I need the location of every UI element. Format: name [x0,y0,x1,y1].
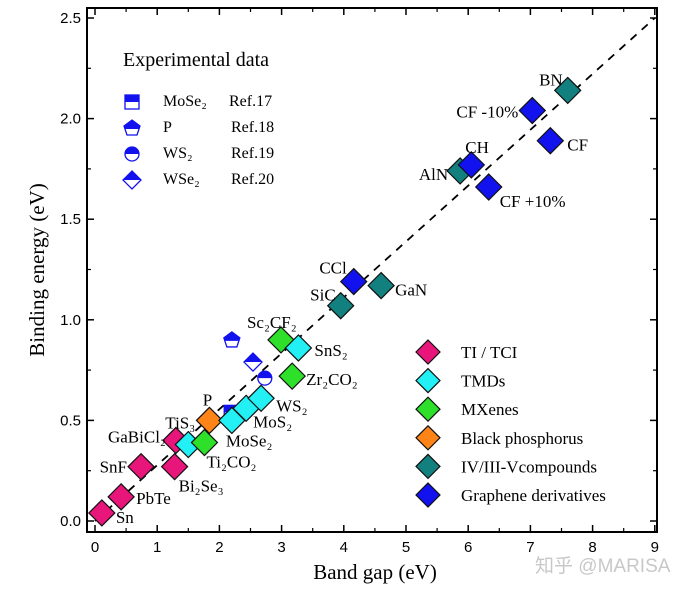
marker-fill [243,353,262,363]
point-label: GaBiCl₂ [108,428,166,447]
y-tick-label: 2.0 [60,111,81,128]
data-point-cf10 [474,173,503,201]
point-label: Sc₂CF₂ [247,313,297,332]
legend-label: TMDs [461,372,505,391]
x-tick-label: 1 [153,539,161,556]
point-label: Sn [116,508,134,527]
point-label: SnS₂ [314,341,347,360]
x-tick-label: 9 [651,539,659,556]
half-filled-diamond-marker [243,352,263,372]
half-filled-pentagon-marker [123,119,141,136]
data-point-ws [247,384,275,413]
point-label: CH [465,138,489,157]
y-tick-label: 0.0 [60,513,81,530]
exp-legend-material: MoSe₂ [163,93,207,110]
experimental-title: Experimental data [123,49,269,71]
legend-marker [415,396,441,423]
point-label: CCl [319,259,347,278]
exp-legend-ref: Ref.20 [231,171,274,188]
exp-legend-ref: Ref.19 [231,145,274,162]
exp-legend-ref: Ref.17 [229,93,272,110]
x-axis-label: Band gap (eV) [313,560,437,584]
data-point-gan [367,271,395,300]
data-point-sic [326,291,355,320]
x-tick-label: 6 [464,539,472,556]
data-point-ch [457,151,486,179]
legend-label: Graphene derivatives [461,486,606,505]
point-label: SnF [100,458,127,477]
legend-marker [415,339,441,365]
point-label: GaN [395,281,427,300]
data-point-ccl [339,267,368,296]
legend-label: TI / TCI [461,343,518,362]
point-label: TiS₃ [165,414,195,433]
data-point-bn [553,76,582,105]
x-tick-label: 3 [277,539,285,556]
legend-marker [415,424,441,451]
point-label: BN [539,70,563,89]
marker-fill [125,147,139,154]
point-label: Bi₂Se₃ [179,477,224,496]
x-tick-label: 5 [402,539,410,556]
watermark: 知乎 @MARISA [535,555,671,577]
exp-legend-ref: Ref.18 [231,119,274,136]
data-point-snf [127,452,155,481]
data-point-tico [190,428,219,457]
marker-fill [124,120,140,129]
point-label: MoS₂ [253,412,292,431]
half-filled-circle-marker [124,146,140,162]
experimental-legend: MoSe₂ Ref.17 P Ref.18 WS₂ Ref.19 WSe₂ Ref.20 [122,93,274,190]
legend-label: IV/III-Vcompounds [461,457,597,476]
marker-fill [123,171,141,180]
point-label: P [203,390,212,409]
point-label: Ti₂CO₂ [206,453,256,472]
data-point-bise [160,452,189,481]
point-label: AlN [419,165,448,184]
marker-fill [257,371,272,379]
x-tick-label: 4 [340,539,348,556]
marker-fill [223,331,240,341]
data-point-p [195,406,224,435]
legend-label: MXenes [461,400,519,419]
data-point-sn [87,499,116,527]
data-point-sns [284,334,313,362]
point-label: Zr₂CO₂ [306,370,358,389]
point-label: PbTe [136,489,171,508]
exp-legend-material: P [163,119,172,136]
exp-legend-material: WS₂ [163,145,193,162]
data-point-pbte [107,483,135,511]
exp-legend-material: WSe₂ [163,171,200,188]
x-tick-label: 2 [215,539,223,556]
data-point-zrco [278,362,307,390]
data-point-cf10 [518,96,547,125]
half-filled-diamond-marker [122,170,142,190]
x-tick-label: 8 [588,539,596,556]
y-tick-label: 1.0 [60,312,81,329]
y-tick-label: 2.5 [60,10,81,27]
y-axis-label: Binding energy (eV) [25,183,49,356]
legend-marker [415,453,441,480]
point-label: SiC [310,286,336,305]
x-tick-label: 7 [526,539,534,556]
half-filled-pentagon-marker [223,331,241,348]
x-tick-label: 0 [91,539,99,556]
point-label: CF +10% [500,192,566,211]
legend-marker [415,367,441,394]
y-tick-label: 1.5 [60,211,81,228]
point-label: CF [567,136,588,155]
legend-marker [415,482,441,508]
legend-label: Black phosphorus [461,429,583,448]
y-tick-label: 0.5 [60,412,81,429]
point-label: WS₂ [276,396,307,415]
point-label: MoSe₂ [226,431,273,450]
data-point-cf [536,126,565,155]
half-filled-square-marker [124,94,140,110]
category-legend: TI / TCI TMDs MXenes Black phosphorus IV/III… [415,339,606,508]
marker-fill [125,95,139,102]
half-filled-circle-marker [257,370,273,386]
point-label: CF -10% [456,103,518,122]
